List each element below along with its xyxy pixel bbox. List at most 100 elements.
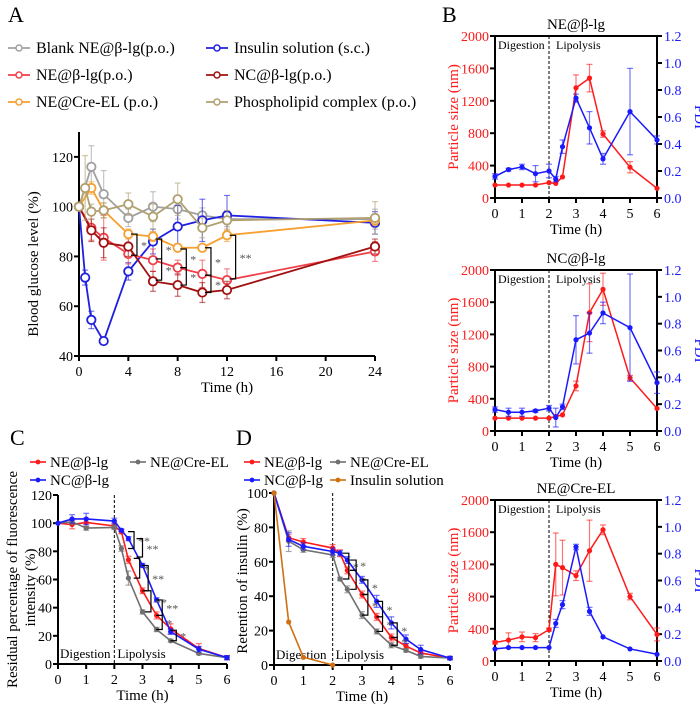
significance-bracket [133,557,141,579]
series-line [273,492,451,659]
x-axis-title: Time (h) [550,685,602,701]
data-point [197,222,208,233]
x-tick-label: 16 [269,365,283,380]
x-tick-label: 5 [627,440,634,455]
data-point [505,644,512,651]
legend-label: NE@Cre-EL [350,455,429,471]
x-tick-label: 2 [111,673,118,688]
y-tick-label: 40 [38,602,52,617]
data-point [86,225,97,236]
data-point [221,215,233,226]
x-tick-label: 0 [271,674,278,689]
data-point [492,646,498,652]
y-tick-label: 1200 [461,95,489,110]
significance-label: * [166,243,172,257]
data-point [654,185,660,191]
data-point [123,241,134,252]
significance-bracket [376,616,384,633]
data-point [83,516,89,522]
x-tick-label: 3 [573,207,580,222]
significance-label: * [372,599,378,613]
data-point [600,131,606,137]
x-tick-label: 3 [573,670,580,685]
x-tick-label: 20 [319,365,333,380]
significance-bracket [391,636,398,646]
x-tick-label: 0 [55,673,62,688]
x-tick-label: 6 [654,440,661,455]
phase-label-lipolysis: Lipolysis [556,272,601,286]
chart-a: 0 4 8 12 16 20 24 40 60 80 100 120 Time (h) Blood glu… [8,40,416,396]
data-point [519,634,525,640]
y-tick-label: 80 [38,545,52,560]
significance-label: * [141,239,147,253]
y-axis-title-line2: intensity (%) [23,549,39,627]
legend-label: Insulin solution [350,473,444,489]
x-tick-label: 0 [492,440,499,455]
chart-b3: 0 1 2 3 4 5 6 0 400 800 1200 1600 2000 Time (h) 0.0 0.2… [446,481,700,701]
data-point [505,637,512,643]
data-point [553,176,559,182]
data-point [55,520,61,526]
legend-item: NE@Cre-EL (p.o.) [8,94,158,111]
significance-bracket [229,234,237,280]
significance-bracket [128,531,135,550]
data-point [403,647,409,653]
panel-label-b: B [442,2,457,27]
data-point [627,646,633,652]
data-point [546,168,552,174]
phase-label-lipolysis: Lipolysis [336,647,384,662]
y-right-tick-label: 0.2 [664,165,682,180]
legend-swatch-marker [15,71,23,79]
x-tick-label: 4 [388,674,395,689]
data-point [125,557,132,563]
y-right-tick-label: 0.0 [664,655,682,670]
y-tick-label: 400 [468,623,489,638]
data-point [492,415,498,421]
data-point [600,527,606,533]
data-point [125,575,132,581]
data-point [654,137,660,143]
y-tick-label: 800 [468,127,489,142]
x-tick-label: 4 [167,673,174,688]
significance-label: * [166,616,172,630]
y-right-tick-label: 0.0 [664,192,682,207]
y-right-tick-label: 0.4 [664,601,682,616]
phase-label-digestion: Digestion [498,502,545,516]
significance-label: * [387,603,393,617]
y-tick-label: 0 [482,425,489,440]
data-point [118,527,124,533]
data-point [573,573,579,579]
significance-bracket [170,629,177,642]
data-point [86,161,97,172]
legend-swatch-marker [35,477,41,483]
data-point [418,653,424,660]
data-point [532,635,539,641]
legend-label: NC@β-lg [50,473,109,489]
y-right-tick-label: 0.4 [664,138,682,153]
y-tick-label: 60 [254,556,268,571]
y-right-tick-label: 0.0 [664,425,682,440]
y-tick-label: 40 [254,590,268,605]
significance-label: ** [155,595,167,609]
panel-label-c: C [10,425,25,450]
data-point [532,408,539,414]
data-point [553,620,559,627]
y-tick-label: 20 [254,625,268,640]
x-tick-label: 3 [139,673,146,688]
x-tick-label: 1 [83,673,90,688]
data-point [147,231,159,242]
data-point [447,655,453,661]
data-point [586,608,593,614]
y-axis-title: Blood glucose level (%) [26,191,42,336]
x-tick-label: 2 [546,207,553,222]
data-point [98,189,109,200]
significance-bracket [130,233,138,256]
x-axis-title: Time (h) [550,455,602,471]
legend-swatch-marker [249,459,255,465]
significance-label: * [372,581,378,595]
data-point [627,164,633,170]
x-tick-label: 6 [654,207,661,222]
data-point [172,221,183,232]
